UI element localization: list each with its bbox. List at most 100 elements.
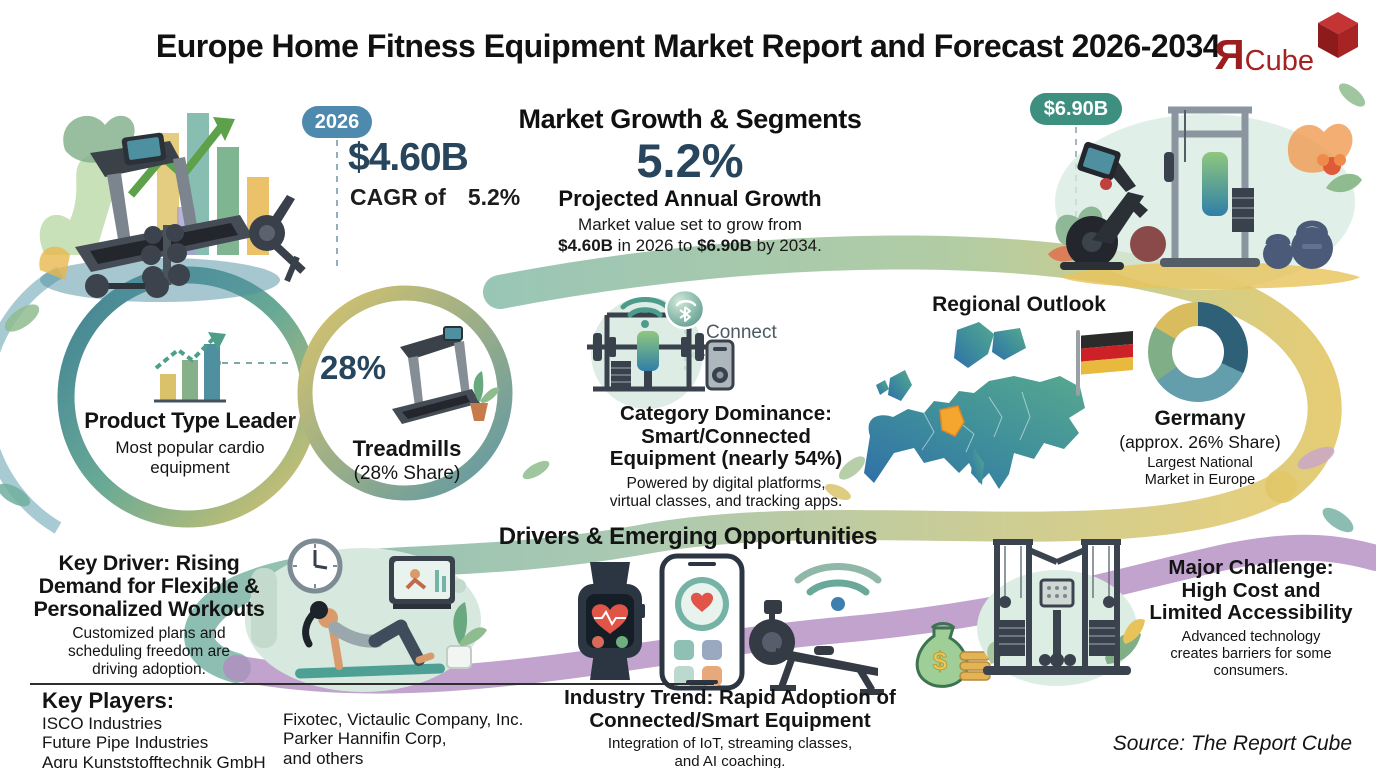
wifi-icon	[620, 297, 670, 328]
growth-label: Projected Annual Growth	[558, 186, 822, 211]
clock-icon	[287, 538, 343, 594]
it-desc-line2: and AI coaching.	[674, 753, 786, 768]
it-desc-line1: Integration of IoT, streaming classes,	[607, 735, 853, 753]
treadmill-label: Treadmills (28% Share)	[318, 436, 496, 485]
kd-title-line2: Demand for Flexible &	[38, 574, 260, 598]
key-driver-title: Key Driver: Rising Demand for Flexible &…	[20, 551, 278, 621]
rowing-machine-icon	[749, 600, 884, 695]
key-players-divider	[30, 683, 714, 685]
woman-exercising-illustration	[245, 538, 487, 692]
industry-trend-title: Industry Trend: Rapid Adoption of Connec…	[518, 686, 942, 732]
kd-title-line3: Personalized Workouts	[33, 597, 265, 621]
cat-desc-line1: Powered by digital platforms,	[626, 474, 826, 492]
drivers-heading: Drivers & Emerging Opportunities	[498, 523, 878, 550]
growth-desc-value1: $4.60B	[558, 235, 613, 255]
germany-country: Germany	[1154, 407, 1246, 430]
key-player: and others	[283, 748, 364, 768]
growth-arrow-icon	[127, 117, 235, 198]
major-challenge-desc: Advanced technology creates barriers for…	[1126, 629, 1376, 680]
coins-icon	[959, 651, 991, 681]
home-gym-illustration	[39, 113, 306, 302]
kd-desc-line3: driving adoption.	[92, 661, 206, 679]
key-player: Future Pipe Industries	[42, 733, 209, 753]
cagr-label: CAGR of	[350, 184, 446, 210]
exercise-bike-icon	[1060, 141, 1166, 270]
mc-title-line3: Limited Accessibility	[1149, 601, 1353, 625]
smart-gym-corner-illustration	[1048, 106, 1362, 290]
product-leader-desc: Most popular cardio equipment	[70, 438, 310, 478]
category-dominance-section: Category Dominance: Smart/Connected Equi…	[582, 402, 870, 512]
growth-percent: 5.2%	[636, 134, 744, 187]
cable-machine-illustration	[977, 539, 1145, 686]
treadmill-icon	[392, 326, 500, 424]
growth-desc-line1: Market value set to grow from	[578, 215, 802, 234]
kettlebell-icon	[1263, 220, 1333, 269]
key-driver-desc: Customized plans and scheduling freedom …	[20, 625, 278, 679]
source-attribution: Source: The Report Cube	[1112, 732, 1352, 755]
key-player: Agru Kunststofftechnik GmbH	[42, 752, 266, 768]
growth-desc-end: by 2034.	[751, 235, 822, 255]
plant-icon	[470, 371, 500, 421]
key-driver-section: Key Driver: Rising Demand for Flexible &…	[20, 551, 278, 679]
treadmill-name: Treadmills	[352, 436, 462, 461]
mc-title-line2: High Cost and	[1181, 578, 1321, 602]
connect-badge	[664, 288, 706, 330]
key-player: Fixotec, Victaulic Company, Inc.	[283, 710, 524, 729]
germany-highlight	[939, 405, 965, 437]
germany-flag-icon	[1076, 330, 1133, 396]
treadmill-share-pct: 28%	[320, 349, 387, 386]
connector-dot-2	[691, 351, 699, 359]
regional-outlook-heading: Regional Outlook	[932, 293, 1106, 316]
cat-title-line2: Smart/Connected	[641, 424, 811, 448]
product-leader-desc-line1: Most popular cardio	[115, 438, 265, 457]
multi-gym-icon	[1160, 106, 1260, 267]
product-leader-section: Product Type Leader Most popular cardio …	[70, 330, 310, 478]
kd-title-line1: Key Driver: Rising	[58, 551, 240, 575]
treadmill-share: (28% Share)	[353, 463, 461, 484]
report-cube-logo: Я Cube	[1214, 10, 1360, 76]
key-players-heading: Key Players:	[42, 688, 175, 713]
category-dominance-desc: Powered by digital platforms, virtual cl…	[582, 475, 870, 512]
germany-share-donut-chart	[1148, 302, 1248, 402]
market-growth-heading: Market Growth & Segments	[518, 104, 862, 134]
europe-map	[864, 322, 1085, 489]
major-challenge-section: Major Challenge: High Cost and Limited A…	[1126, 556, 1376, 680]
bar-chart-icon	[154, 332, 226, 403]
mc-title-line1: Major Challenge:	[1168, 556, 1334, 579]
key-players-column1: ISCO Industries Future Pipe Industries A…	[42, 714, 266, 768]
woman-figure	[295, 601, 445, 679]
cat-title-line1: Category Dominance:	[620, 402, 832, 425]
mc-desc-line2: creates barriers for some	[1170, 645, 1332, 662]
market-growth-section: Market Growth & Segments 5.2% Projected …	[498, 104, 882, 256]
workout-screen-icon	[389, 556, 455, 609]
germany-section: Germany (approx. 26% Share) Largest Nati…	[1102, 407, 1298, 489]
cagr-value: 5.2%	[467, 184, 521, 210]
cagr-stat: CAGR of 5.2%	[350, 184, 520, 211]
product-leader-title: Product Type Leader	[84, 408, 296, 433]
bluetooth-icon	[679, 306, 691, 322]
major-challenge-title: Major Challenge: High Cost and Limited A…	[1126, 556, 1376, 625]
connect-label: Connect	[706, 322, 777, 343]
growth-desc-mid: in 2026 to	[612, 235, 698, 255]
dumbbell-rack-icon	[85, 224, 190, 298]
plant-icon	[446, 602, 487, 669]
market-value-2026: $4.60B	[348, 136, 469, 179]
category-dominance-title: Category Dominance: Smart/Connected Equi…	[582, 402, 870, 471]
logo-cube-icon	[1318, 12, 1358, 58]
kd-desc-line1: Customized plans and	[72, 625, 226, 642]
wifi-icon	[794, 563, 882, 611]
smartwatch-icon	[578, 562, 645, 680]
money-bag-icon: $	[915, 622, 991, 688]
it-title-line1: Industry Trend: Rapid Adoption of	[564, 686, 896, 709]
smart-equipment-icon	[587, 288, 735, 409]
smart-speaker-icon	[705, 339, 735, 391]
rowing-machine-icon	[249, 195, 306, 283]
treadmill-illustration	[75, 132, 253, 272]
logo-ya-glyph: Я	[1214, 31, 1245, 78]
svg-text:$: $	[933, 646, 948, 676]
industry-trend-section: Industry Trend: Rapid Adoption of Connec…	[518, 686, 942, 768]
germany-desc-line1: Largest National	[1147, 455, 1253, 471]
key-player: ISCO Industries	[42, 714, 162, 733]
value-2034-badge: $6.90B	[1030, 93, 1122, 125]
